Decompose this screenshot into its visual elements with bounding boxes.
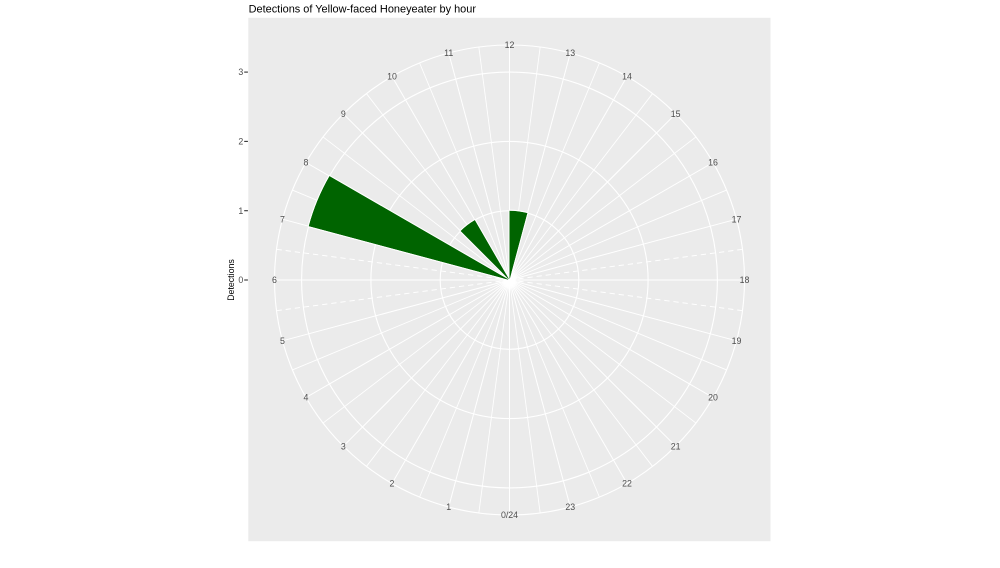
- svg-text:3: 3: [238, 67, 243, 77]
- svg-text:1: 1: [446, 502, 451, 512]
- svg-text:12: 12: [505, 40, 515, 50]
- svg-text:9: 9: [341, 109, 346, 119]
- svg-text:18: 18: [740, 275, 750, 285]
- svg-text:13: 13: [565, 48, 575, 58]
- svg-text:16: 16: [708, 158, 718, 168]
- svg-text:17: 17: [732, 214, 742, 224]
- svg-text:22: 22: [622, 479, 632, 489]
- svg-text:7: 7: [280, 214, 285, 224]
- svg-text:6: 6: [272, 275, 277, 285]
- svg-text:19: 19: [732, 336, 742, 346]
- svg-text:3: 3: [341, 441, 346, 451]
- svg-text:Detections: Detections: [226, 259, 236, 301]
- svg-text:2: 2: [390, 479, 395, 489]
- svg-text:0/24: 0/24: [501, 510, 518, 520]
- svg-text:0: 0: [238, 275, 243, 285]
- svg-text:Detections of Yellow-faced Hon: Detections of Yellow-faced Honeyeater by…: [249, 4, 477, 16]
- svg-text:10: 10: [387, 72, 397, 82]
- svg-text:8: 8: [304, 158, 309, 168]
- svg-text:1: 1: [238, 206, 243, 216]
- svg-text:20: 20: [708, 393, 718, 403]
- svg-text:15: 15: [671, 109, 681, 119]
- svg-text:2: 2: [238, 137, 243, 147]
- svg-text:14: 14: [622, 72, 632, 82]
- svg-text:4: 4: [304, 393, 309, 403]
- svg-text:23: 23: [565, 502, 575, 512]
- svg-text:5: 5: [280, 336, 285, 346]
- svg-text:11: 11: [444, 48, 453, 58]
- svg-text:21: 21: [671, 441, 681, 451]
